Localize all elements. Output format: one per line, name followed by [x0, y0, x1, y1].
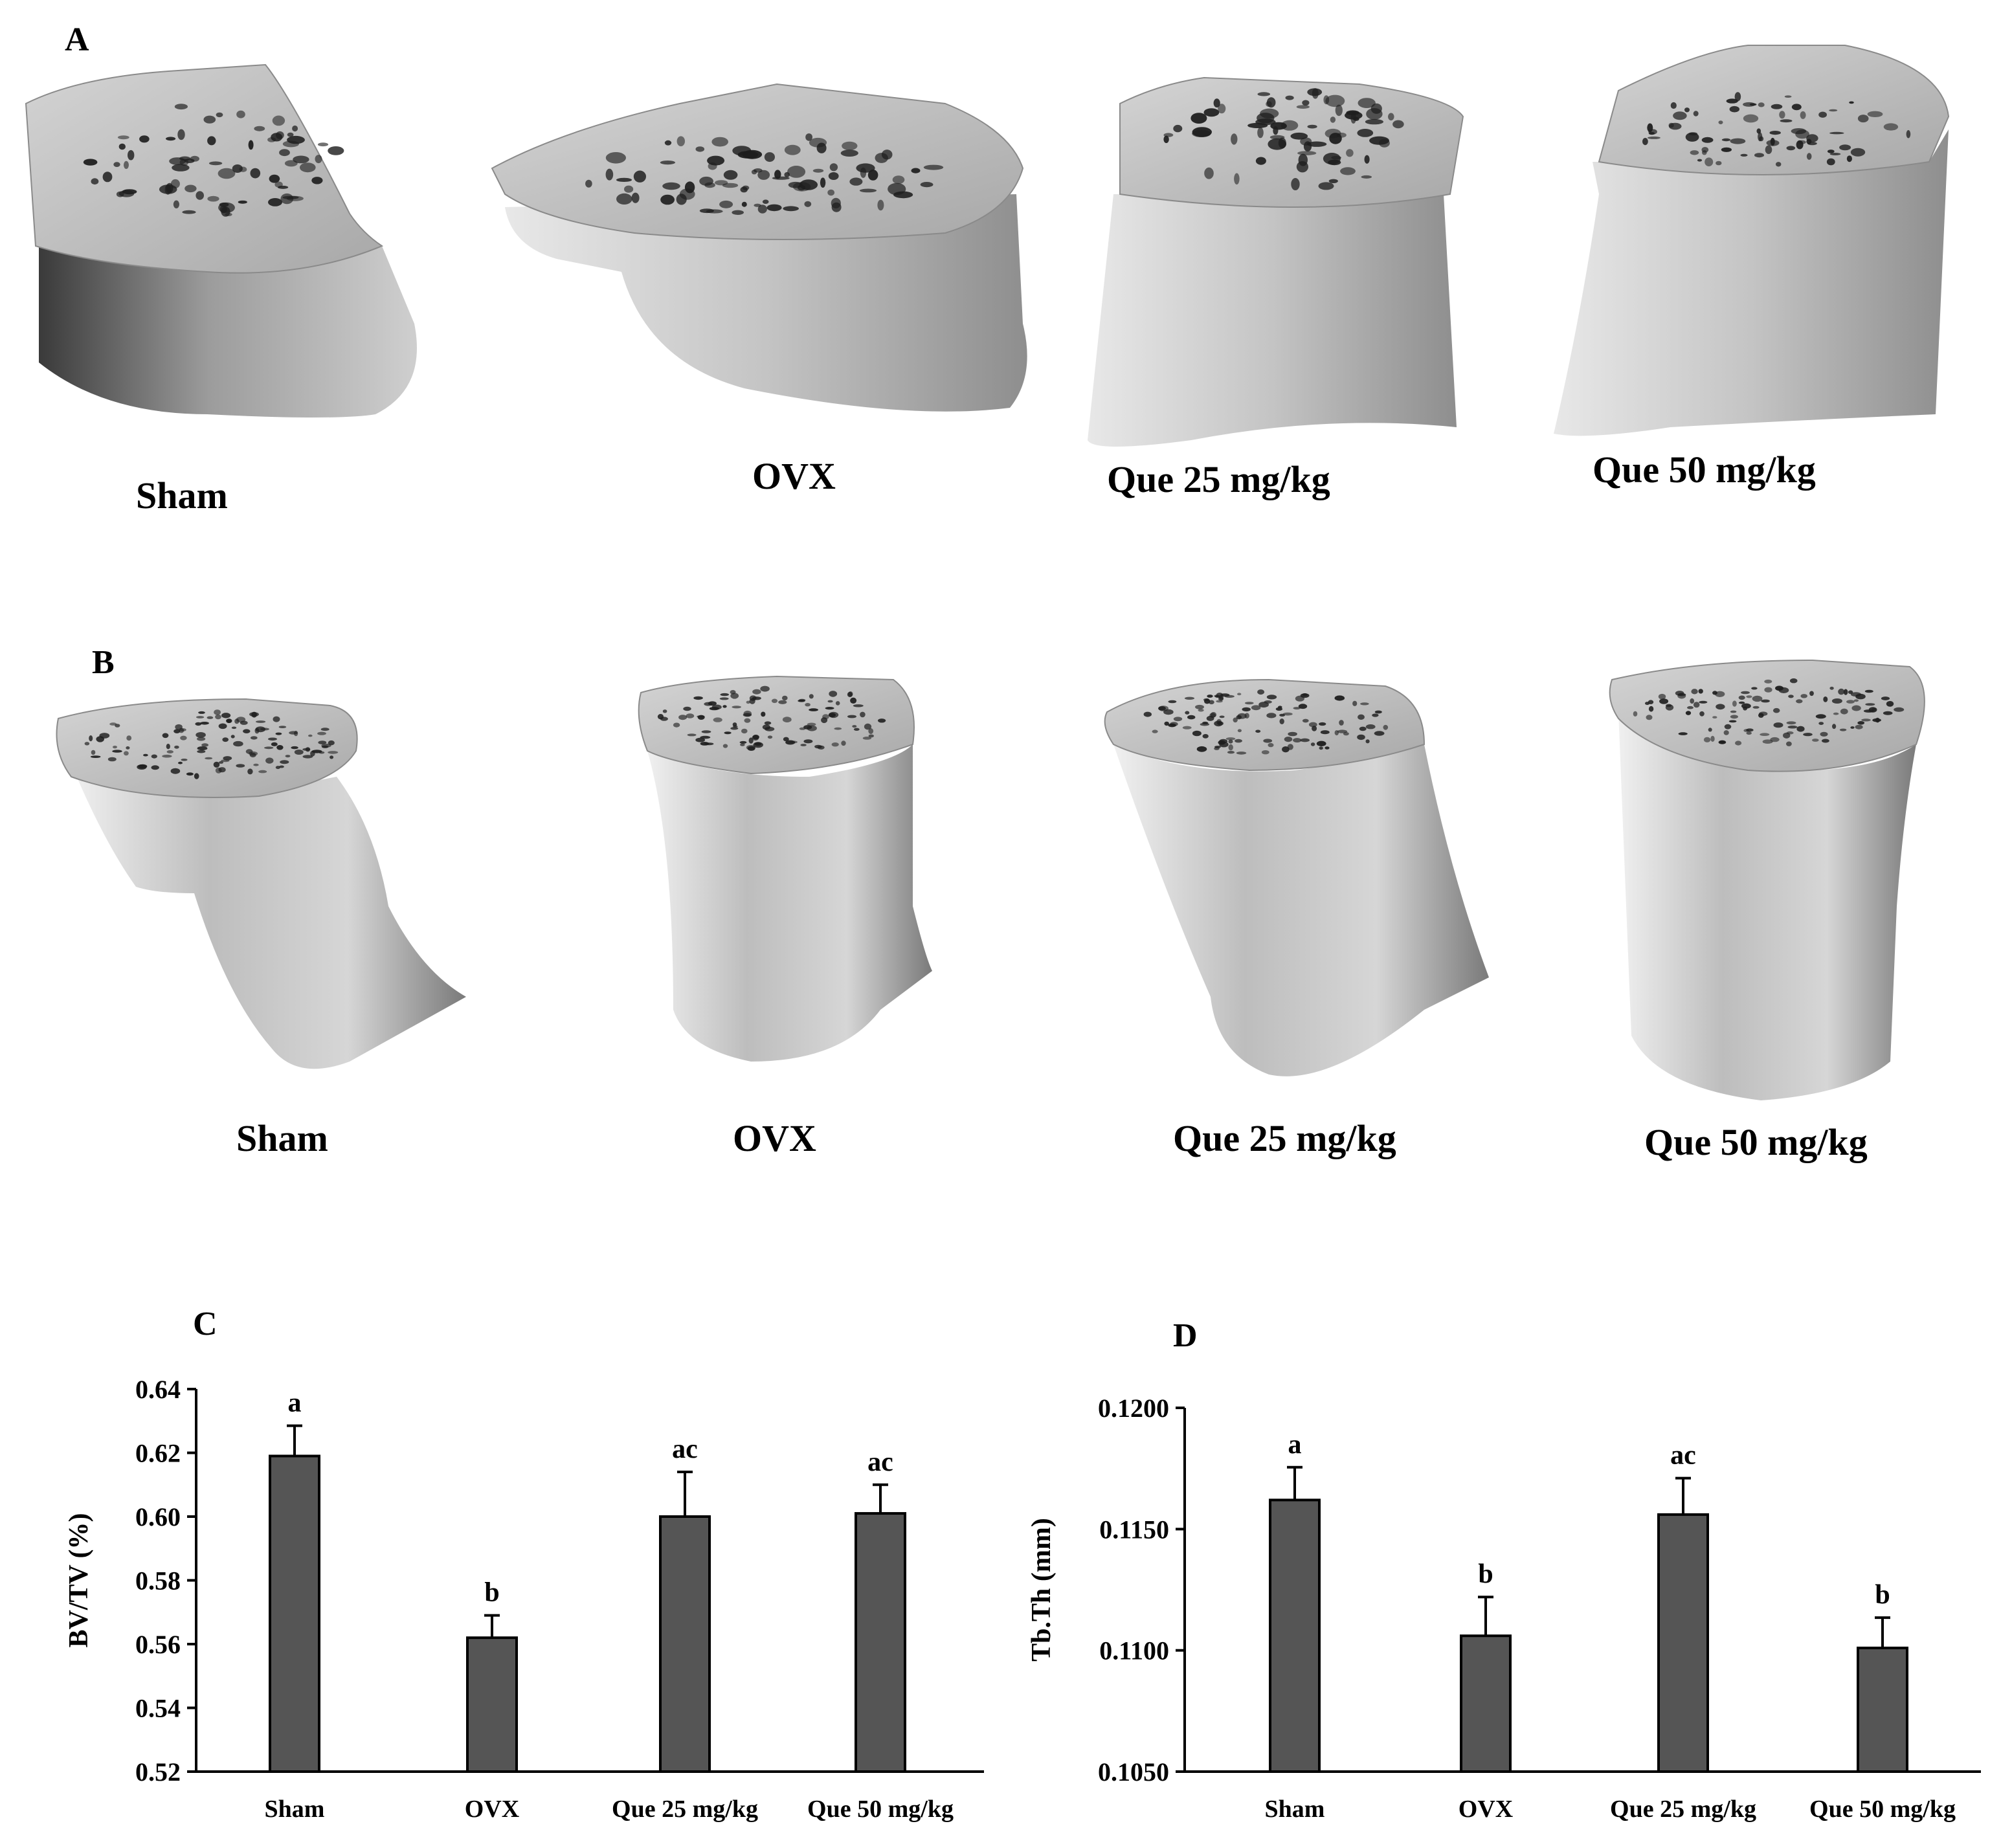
y-axis-label: BV/TV (%)	[64, 1513, 94, 1647]
panel-a-label-que50: Que 50 mg/kg	[1593, 449, 1816, 491]
x-tick-label: OVX	[465, 1796, 519, 1823]
panel-d-letter: D	[1173, 1317, 1198, 1354]
significance-label: b	[1478, 1559, 1493, 1589]
bar	[1269, 1498, 1321, 1773]
y-tick-label: 0.1150	[1099, 1515, 1169, 1544]
panel-a-label-ovx: OVX	[752, 455, 836, 497]
significance-label: a	[288, 1388, 302, 1418]
panel-b-letter: B	[92, 644, 115, 681]
x-tick-label: Que 50 mg/kg	[807, 1796, 954, 1823]
y-tick-label: 0.56	[135, 1630, 181, 1659]
y-tick-label: 0.52	[135, 1757, 181, 1787]
bar	[269, 1454, 320, 1774]
bar	[1857, 1646, 1908, 1773]
x-tick-label: OVX	[1459, 1796, 1513, 1823]
y-tick-label: 0.64	[135, 1375, 181, 1404]
bar	[1657, 1513, 1709, 1773]
y-tick-label: 0.54	[135, 1694, 181, 1723]
significance-label: ac	[867, 1447, 893, 1477]
panel-b-label-que50: Que 50 mg/kg	[1644, 1121, 1868, 1163]
panel-a-pores-que25	[1163, 88, 1404, 190]
panel-b-pores-que25	[1143, 689, 1389, 755]
bar	[659, 1515, 711, 1773]
panel-a-pores-que50	[1642, 92, 1911, 167]
panel-a-pores-ovx	[585, 133, 944, 215]
y-tick-label: 0.60	[135, 1502, 181, 1531]
bar	[1460, 1634, 1512, 1774]
significance-label: a	[1288, 1430, 1302, 1460]
panel-b-label-ovx: OVX	[733, 1117, 816, 1159]
panel-b-bone-que25	[1104, 678, 1489, 1076]
panel-a-pores-sham	[83, 104, 344, 217]
x-tick-label: Que 25 mg/kg	[1610, 1796, 1756, 1823]
chart-c-bv-tv: 0.52 0.54 0.56 0.58 0.60 0.62 0.64 BV/TV (%) a Sh…	[64, 1375, 984, 1823]
bar	[466, 1636, 518, 1773]
bar	[855, 1512, 906, 1773]
chart-d-tb-th: 0.1050 0.1100 0.1150 0.1200 Tb.Th (mm) a Sham b…	[1027, 1394, 1981, 1823]
x-tick-label: Que 25 mg/kg	[612, 1796, 758, 1823]
significance-label: b	[484, 1578, 499, 1608]
y-tick-label: 0.58	[135, 1566, 181, 1596]
y-tick-label: 0.1200	[1098, 1394, 1169, 1423]
x-tick-label: Sham	[265, 1796, 325, 1823]
panel-a-bone-que50	[1554, 45, 1950, 436]
panel-b-pores-que50	[1633, 678, 1905, 746]
panel-a-label-que25: Que 25 mg/kg	[1107, 458, 1330, 500]
y-tick-label: 0.1050	[1098, 1757, 1169, 1787]
y-axis-label: Tb.Th (mm)	[1027, 1518, 1056, 1662]
panel-b-bone-que50	[1609, 659, 1925, 1100]
panel-b-label-sham: Sham	[236, 1117, 328, 1159]
panel-b-pores-sham	[84, 709, 339, 779]
x-tick-label: Sham	[1265, 1796, 1325, 1823]
panel-a-label-sham: Sham	[136, 474, 228, 517]
significance-label: ac	[1670, 1441, 1696, 1471]
panel-a-letter: A	[65, 21, 89, 58]
significance-label: b	[1875, 1580, 1890, 1610]
significance-label: ac	[672, 1434, 698, 1464]
panel-b-bone-ovx	[638, 675, 932, 1062]
panel-a-bone-sham	[25, 63, 417, 417]
panel-a-bone-ovx	[491, 83, 1027, 412]
panel-b-label-que25: Que 25 mg/kg	[1173, 1117, 1396, 1159]
panel-b-pores-ovx	[657, 685, 886, 751]
panel-c-letter: C	[193, 1306, 218, 1342]
y-tick-label: 0.1100	[1099, 1636, 1169, 1665]
x-tick-label: Que 50 mg/kg	[1809, 1796, 1956, 1823]
y-tick-label: 0.62	[135, 1439, 181, 1468]
panel-b-bone-sham	[56, 698, 466, 1069]
